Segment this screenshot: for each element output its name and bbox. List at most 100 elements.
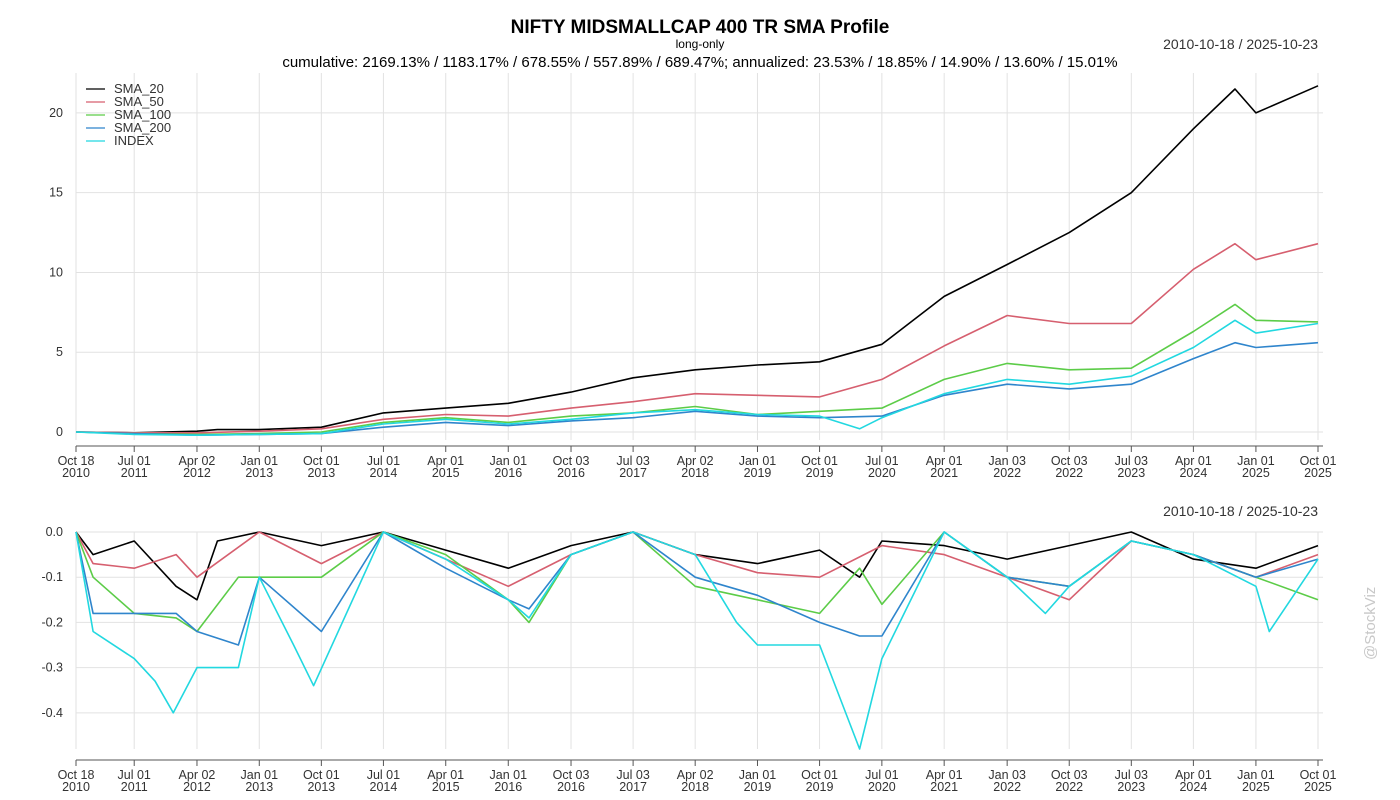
x-tick-label: Oct 18 — [58, 768, 95, 782]
x-tick-year: 2010 — [62, 780, 90, 794]
series-line-sma-50 — [75, 242, 1319, 434]
x-tick-year: 2015 — [432, 780, 460, 794]
legend-label: SMA_20 — [114, 81, 164, 96]
legend-label: INDEX — [114, 133, 154, 148]
x-tick-year: 2018 — [681, 466, 709, 480]
x-tick-year: 2011 — [121, 780, 148, 794]
x-tick-label: Apr 01 — [1175, 454, 1212, 468]
x-tick-year: 2023 — [1117, 780, 1145, 794]
x-tick-label: Oct 01 — [1300, 454, 1337, 468]
x-tick-year: 2020 — [868, 780, 896, 794]
x-tick-label: Jul 01 — [865, 768, 898, 782]
x-tick-year: 2011 — [121, 466, 148, 480]
x-tick-label: Jan 03 — [988, 454, 1026, 468]
y-tick-label: -0.2 — [41, 615, 63, 629]
x-tick-label: Oct 03 — [553, 768, 590, 782]
x-tick-label: Apr 02 — [179, 454, 216, 468]
x-tick-year: 2022 — [1055, 466, 1083, 480]
x-tick-label: Apr 01 — [926, 454, 963, 468]
x-tick-label: Oct 03 — [553, 454, 590, 468]
x-tick-year: 2016 — [557, 780, 585, 794]
y-tick-label: -0.4 — [41, 706, 63, 720]
x-tick-label: Jul 03 — [616, 454, 649, 468]
date-range-bottom: 2010-10-18 / 2025-10-23 — [1163, 503, 1318, 519]
y-tick-label: -0.1 — [41, 570, 63, 584]
y-tick-label: -0.3 — [41, 661, 63, 675]
x-tick-year: 2012 — [183, 780, 211, 794]
x-tick-year: 2025 — [1242, 466, 1270, 480]
x-tick-year: 2019 — [806, 466, 834, 480]
x-tick-year: 2024 — [1179, 780, 1207, 794]
x-tick-label: Jan 01 — [739, 454, 777, 468]
chart-title: NIFTY MIDSMALLCAP 400 TR SMA Profile — [510, 17, 890, 38]
x-tick-label: Jan 03 — [988, 768, 1026, 782]
x-tick-label: Apr 02 — [677, 454, 714, 468]
x-tick-label: Jan 01 — [1237, 454, 1275, 468]
x-tick-year: 2013 — [245, 466, 273, 480]
x-tick-label: Jul 01 — [367, 454, 400, 468]
x-tick-year: 2016 — [494, 466, 522, 480]
x-tick-label: Jul 01 — [367, 768, 400, 782]
legend-label: SMA_200 — [114, 120, 171, 135]
x-tick-year: 2017 — [619, 780, 647, 794]
x-tick-year: 2014 — [370, 780, 398, 794]
legend-label: SMA_50 — [114, 94, 164, 109]
x-tick-year: 2024 — [1179, 466, 1207, 480]
x-tick-label: Apr 02 — [677, 768, 714, 782]
x-tick-year: 2013 — [245, 780, 273, 794]
y-tick-label: 5 — [56, 345, 63, 359]
x-tick-year: 2021 — [930, 780, 958, 794]
x-tick-label: Oct 18 — [58, 454, 95, 468]
x-tick-label: Jul 01 — [118, 454, 151, 468]
y-tick-label: 15 — [49, 186, 63, 200]
x-tick-year: 2022 — [1055, 780, 1083, 794]
series-line-sma-20 — [75, 85, 1319, 434]
x-tick-label: Apr 01 — [1175, 768, 1212, 782]
series-line-index — [75, 531, 1319, 750]
chart-subtitle: long-only — [675, 37, 725, 51]
x-tick-year: 2025 — [1242, 780, 1270, 794]
x-tick-label: Oct 01 — [801, 768, 838, 782]
x-tick-year: 2022 — [993, 780, 1021, 794]
date-range-top: 2010-10-18 / 2025-10-23 — [1163, 36, 1318, 52]
series-line-sma-100 — [75, 303, 1319, 436]
legend-label: SMA_100 — [114, 107, 171, 122]
x-tick-year: 2019 — [744, 466, 772, 480]
x-tick-label: Oct 01 — [303, 768, 340, 782]
x-tick-label: Jan 01 — [1237, 768, 1275, 782]
x-tick-year: 2017 — [619, 466, 647, 480]
x-tick-year: 2025 — [1304, 780, 1332, 794]
y-tick-label: 10 — [49, 265, 63, 279]
y-tick-label: 0.0 — [46, 525, 63, 539]
x-tick-year: 2013 — [307, 466, 335, 480]
x-tick-label: Oct 01 — [1300, 768, 1337, 782]
x-tick-year: 2022 — [993, 466, 1021, 480]
x-tick-label: Oct 03 — [1051, 454, 1088, 468]
x-tick-year: 2019 — [744, 780, 772, 794]
x-tick-year: 2015 — [432, 466, 460, 480]
x-tick-year: 2016 — [557, 466, 585, 480]
x-tick-year: 2010 — [62, 466, 90, 480]
x-tick-label: Oct 01 — [801, 454, 838, 468]
x-tick-label: Oct 01 — [303, 454, 340, 468]
series-line-index — [75, 319, 1319, 437]
x-tick-label: Apr 02 — [179, 768, 216, 782]
x-tick-year: 2018 — [681, 780, 709, 794]
y-tick-label: 20 — [49, 106, 63, 120]
x-tick-label: Jul 01 — [865, 454, 898, 468]
x-tick-label: Jan 01 — [739, 768, 777, 782]
x-tick-year: 2014 — [370, 466, 398, 480]
x-tick-label: Jul 03 — [616, 768, 649, 782]
y-tick-label: 0 — [56, 425, 63, 439]
x-tick-year: 2021 — [930, 466, 958, 480]
x-tick-label: Oct 03 — [1051, 768, 1088, 782]
x-tick-label: Jan 01 — [490, 768, 528, 782]
x-tick-label: Jan 01 — [241, 768, 279, 782]
x-tick-year: 2016 — [494, 780, 522, 794]
performance-summary: cumulative: 2169.13% / 1183.17% / 678.55… — [282, 54, 1118, 71]
x-tick-year: 2025 — [1304, 466, 1332, 480]
x-tick-year: 2019 — [806, 780, 834, 794]
